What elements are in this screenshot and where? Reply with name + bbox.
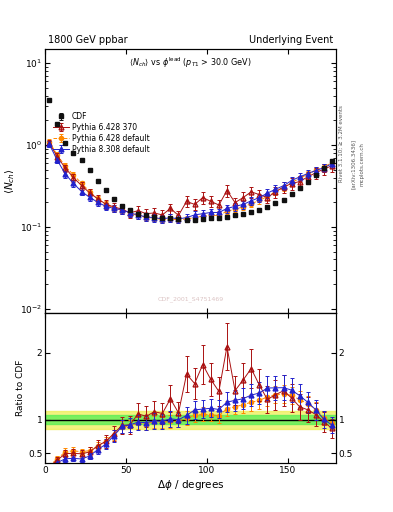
- Text: Rivet 3.1.10; ≥ 3.2M events: Rivet 3.1.10; ≥ 3.2M events: [339, 105, 344, 182]
- Text: [arXiv:1306.3436]: [arXiv:1306.3436]: [351, 139, 356, 189]
- Text: mcplots.cern.ch: mcplots.cern.ch: [360, 142, 365, 186]
- Text: Underlying Event: Underlying Event: [249, 35, 333, 45]
- Text: CDF_2001_S4751469: CDF_2001_S4751469: [158, 296, 224, 302]
- Legend: CDF, Pythia 6.428 370, Pythia 6.428 default, Pythia 8.308 default: CDF, Pythia 6.428 370, Pythia 6.428 defa…: [52, 111, 151, 155]
- Y-axis label: Ratio to CDF: Ratio to CDF: [16, 360, 25, 416]
- X-axis label: $\Delta\phi$ / degrees: $\Delta\phi$ / degrees: [157, 478, 224, 492]
- Bar: [45, 411, 336, 429]
- Text: $\langle N_{ch}\rangle$ vs $\phi^{\rm lead}$ ($p_{T1}$ > 30.0 GeV): $\langle N_{ch}\rangle$ vs $\phi^{\rm le…: [129, 55, 252, 70]
- Y-axis label: $\langle N_{ch}\rangle$: $\langle N_{ch}\rangle$: [4, 168, 17, 194]
- Text: 1800 GeV ppbar: 1800 GeV ppbar: [48, 35, 128, 45]
- Bar: [45, 415, 336, 424]
